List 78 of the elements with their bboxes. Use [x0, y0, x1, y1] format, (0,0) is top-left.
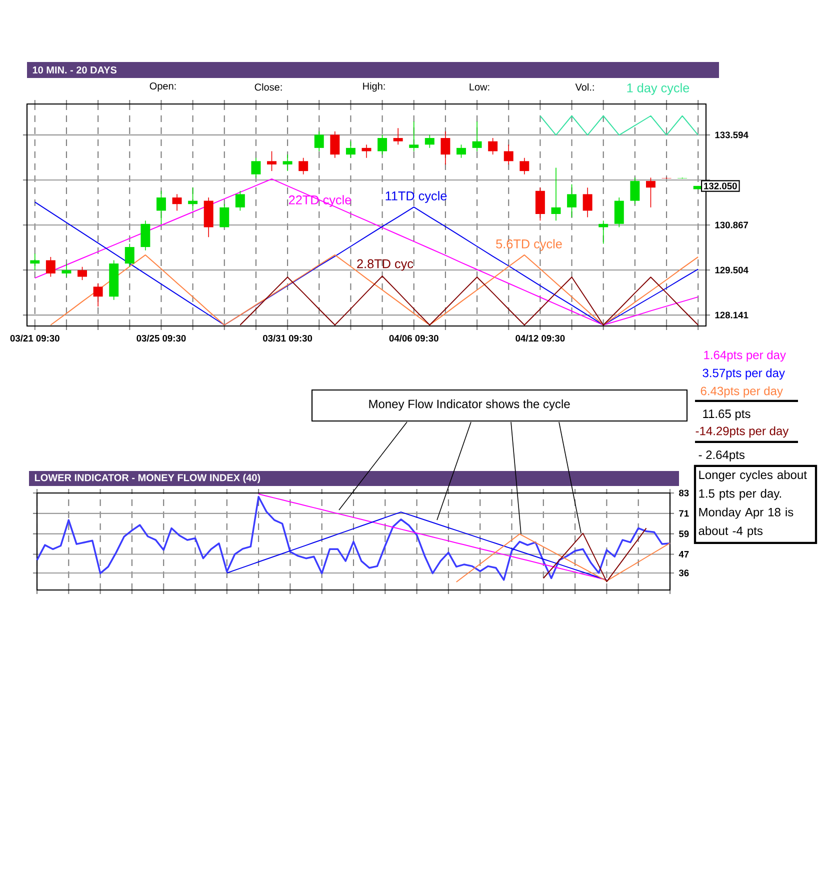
candlestick: [78, 266, 87, 280]
candlestick: [140, 220, 150, 251]
candlestick: [235, 190, 245, 212]
text: Open:: [150, 82, 176, 92]
text: Close:: [254, 83, 282, 91]
y-tick-label: 71: [679, 510, 689, 517]
text: Money Flow Indicator shows the cycle: [369, 399, 570, 411]
annotation: 22TD cycle: [288, 195, 352, 207]
candlestick: [424, 134, 434, 148]
text: Longer cycles about 1.5 pts per day. Monday Apr 18 is about -4 pts: [698, 470, 807, 538]
y-tick-label: 59: [679, 530, 689, 538]
text: 1.64pts per day: [704, 350, 786, 362]
y-tick-label: 47: [678, 551, 689, 558]
candlestick: [378, 134, 388, 155]
candlestick: [172, 194, 182, 212]
candlestick: [188, 187, 198, 212]
candlestick: [504, 144, 514, 165]
x-tick-label: 03/21 09:30: [10, 334, 60, 342]
y-tick-label: 128.141: [715, 312, 748, 318]
x-tick-label: 03/31 09:30: [263, 334, 312, 342]
candlestick: [488, 138, 498, 155]
candlestick: [551, 167, 561, 222]
candlestick: [472, 121, 482, 152]
candlestick: [282, 154, 292, 172]
line-series: [34, 178, 699, 326]
candlestick: [598, 220, 608, 244]
candlestick: [630, 177, 640, 204]
line-series: [240, 276, 699, 326]
candlestick: [646, 177, 656, 208]
annotation: 5.6TD cycle: [496, 239, 562, 251]
text: 6.43pts per day: [700, 386, 783, 398]
y-tick-label: 129.504: [715, 266, 748, 274]
candlestick: [440, 131, 450, 165]
line-series: [36, 496, 671, 581]
candlestick: [93, 282, 103, 307]
candlestick: [520, 157, 530, 175]
y-tick-label: 130.867: [715, 222, 748, 228]
candlestick: [409, 121, 419, 152]
candlestick: [567, 184, 577, 218]
candlestick: [393, 128, 403, 146]
x-tick-label: 03/25 09:30: [136, 334, 186, 342]
y-tick-label: 133.594: [715, 132, 748, 138]
candlestick: [330, 131, 340, 158]
candlestick: [30, 253, 40, 271]
annotation: 11TD cycle: [386, 191, 447, 203]
line-series: [226, 512, 608, 580]
candlestick: [582, 187, 592, 218]
x-tick-label: 04/06 09:30: [389, 334, 438, 342]
candlestick: [156, 190, 166, 224]
text: - 2.64pts: [698, 450, 745, 462]
chart-title: LOWER INDICATOR - MONEY FLOW INDEX (40): [34, 474, 260, 484]
line-series: [456, 534, 670, 582]
text: Vol.:: [575, 83, 594, 91]
candlestick: [46, 256, 56, 278]
line-series: [542, 528, 647, 582]
annotation: 2.8TD cyc: [357, 259, 414, 271]
candlestick: [124, 243, 134, 268]
candlestick: [298, 157, 308, 175]
y-tick-label: 36: [678, 570, 689, 576]
candlestick: [614, 197, 624, 228]
candlestick: [535, 187, 545, 222]
candlestick: [346, 140, 356, 158]
candlestick: [456, 144, 466, 158]
series-label: 1 day cycle: [627, 83, 690, 95]
annotation: 132.050: [704, 182, 737, 190]
chart-title: 10 MIN. - 20 DAYS: [32, 66, 117, 74]
candlestick: [251, 157, 261, 178]
candlestick: [314, 131, 324, 152]
text: -14.29pts per day: [696, 426, 789, 438]
candlestick: [62, 263, 72, 278]
candlestick: [220, 204, 230, 228]
x-tick-label: 04/12 09:30: [516, 334, 565, 342]
text: Low:: [470, 84, 490, 90]
candlestick: [267, 150, 276, 172]
text: 3.57pts per day: [702, 368, 785, 380]
y-tick-label: 83: [679, 490, 689, 496]
text: 11.65 pts: [703, 410, 750, 420]
text: High:: [363, 82, 385, 92]
